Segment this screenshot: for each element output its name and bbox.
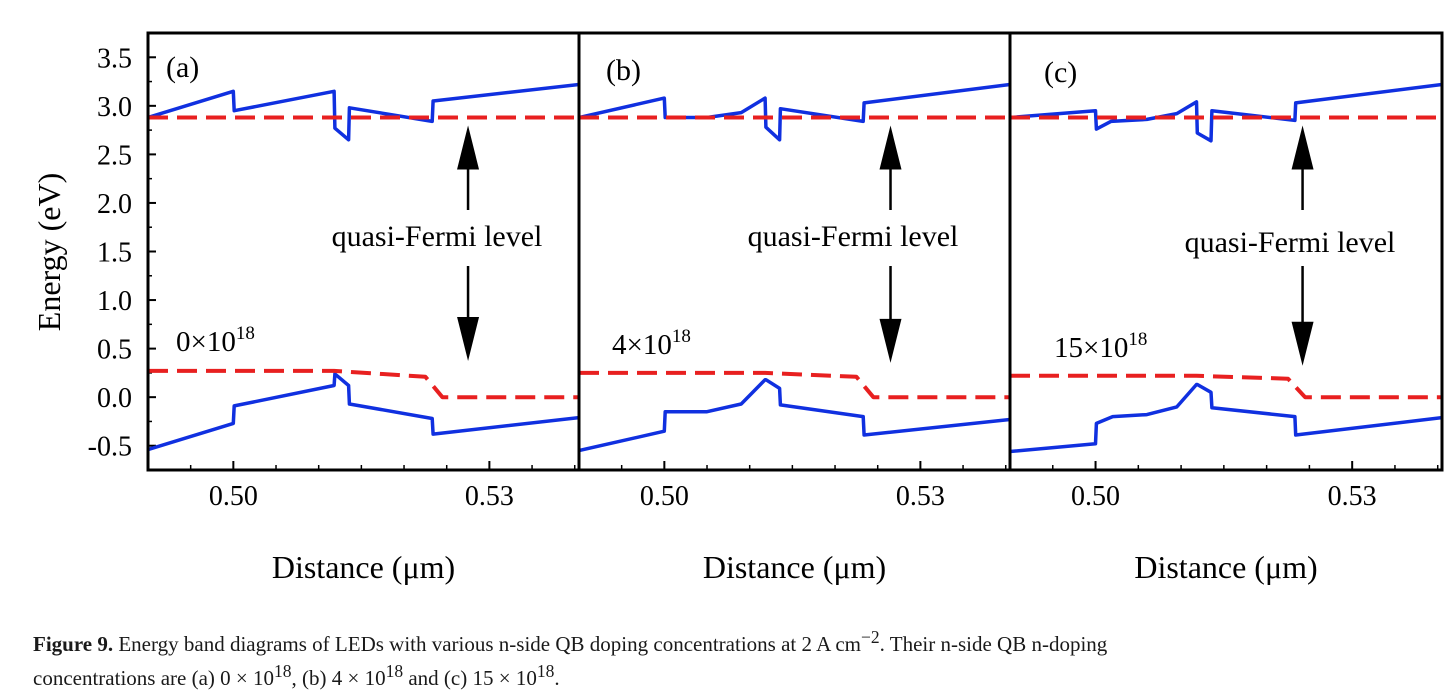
panel-label: (a) bbox=[166, 51, 199, 84]
panel-label: (c) bbox=[1044, 56, 1077, 89]
conduction-band-line bbox=[148, 82, 579, 142]
arrow-head-down bbox=[1291, 321, 1314, 366]
conduction-band-line bbox=[579, 82, 1010, 142]
caption-figure-label: Figure 9. bbox=[33, 632, 114, 656]
conduction-band-line bbox=[1010, 82, 1442, 143]
y-tick-label: 1.0 bbox=[97, 286, 132, 317]
x-tick-label: 0.50 bbox=[209, 481, 258, 512]
panel-label: (b) bbox=[606, 54, 641, 87]
x-axis-label: Distance (μm) bbox=[272, 549, 455, 585]
y-tick-label: 2.0 bbox=[97, 189, 132, 220]
panel-frame bbox=[1008, 31, 1444, 472]
doping-exponent: 18 bbox=[672, 326, 691, 347]
caption-text-c: and (c) 15 × 10 bbox=[403, 666, 537, 690]
x-axis-label: Distance (μm) bbox=[1134, 549, 1317, 585]
caption-line-1: Figure 9. Energy band diagrams of LEDs w… bbox=[33, 624, 1433, 658]
caption-text-a: concentrations are (a) 0 × 10 bbox=[33, 666, 274, 690]
doping-label: 0×1018 bbox=[176, 323, 255, 358]
caption-sup-c: 18 bbox=[536, 661, 555, 681]
doping-label: 15×1018 bbox=[1054, 329, 1147, 364]
valence-band-line bbox=[579, 377, 1010, 453]
caption-text-2: . Their n-side QB n-doping bbox=[879, 632, 1108, 656]
x-tick-label: 0.53 bbox=[465, 481, 514, 512]
doping-label: 4×1018 bbox=[612, 326, 691, 361]
caption-line-2: concentrations are (a) 0 × 1018, (b) 4 ×… bbox=[33, 658, 1433, 692]
caption-sup-1: −2 bbox=[861, 627, 880, 647]
arrow-head-down bbox=[879, 318, 902, 363]
y-tick-label: 3.5 bbox=[97, 43, 132, 74]
x-tick-label: 0.50 bbox=[640, 481, 689, 512]
arrow-head-up bbox=[879, 125, 902, 170]
valence-band-line bbox=[148, 372, 579, 452]
quasi-fermi-label: quasi-Fermi level bbox=[332, 220, 543, 253]
x-tick-label: 0.50 bbox=[1071, 481, 1120, 512]
caption-text-1: Energy band diagrams of LEDs with variou… bbox=[113, 632, 861, 656]
valence-band-line bbox=[1010, 382, 1442, 454]
y-axis-label: Energy (eV) bbox=[31, 173, 67, 331]
arrow-head-up bbox=[457, 125, 480, 170]
quasi-fermi-p-line bbox=[1010, 373, 1442, 400]
x-tick-label: 0.53 bbox=[1328, 481, 1377, 512]
axes-layer: 3.5 3.0 2.5 2.0 1.5 1.0 0.5 0.0 -0.5 Energy (eV) 0… bbox=[31, 32, 1439, 585]
y-tick-label: 2.5 bbox=[97, 140, 132, 171]
quasi-fermi-label: quasi-Fermi level bbox=[1185, 226, 1396, 259]
y-tick-label: -0.5 bbox=[88, 432, 132, 463]
caption-sup-b: 18 bbox=[385, 661, 404, 681]
figure-caption: Figure 9. Energy band diagrams of LEDs w… bbox=[33, 624, 1433, 692]
doping-exponent: 18 bbox=[1128, 329, 1147, 350]
quasi-fermi-p-line bbox=[579, 370, 1010, 400]
quasi-fermi-p-line bbox=[148, 368, 579, 400]
caption-text-end: . bbox=[554, 666, 560, 690]
caption-sup-a: 18 bbox=[274, 661, 292, 681]
y-tick-label: 1.5 bbox=[97, 238, 132, 269]
x-tick-label: 0.53 bbox=[896, 481, 945, 512]
annotation-layer: (a) 0×1018 quasi-Fermi level (b) 4×1018 quasi… bbox=[166, 51, 1395, 366]
series-layer bbox=[148, 82, 1442, 454]
y-tick-label: 3.0 bbox=[97, 92, 132, 123]
arrow-head-down bbox=[457, 316, 480, 361]
frame-layer bbox=[146, 31, 1444, 472]
doping-exponent: 18 bbox=[236, 323, 255, 344]
y-tick-label: 0.5 bbox=[97, 335, 132, 366]
x-axis-label: Distance (μm) bbox=[703, 549, 886, 585]
caption-text-b: , (b) 4 × 10 bbox=[291, 666, 386, 690]
quasi-fermi-label: quasi-Fermi level bbox=[748, 220, 959, 253]
arrow-head-up bbox=[1291, 125, 1314, 170]
y-tick-label: 0.0 bbox=[97, 383, 132, 414]
